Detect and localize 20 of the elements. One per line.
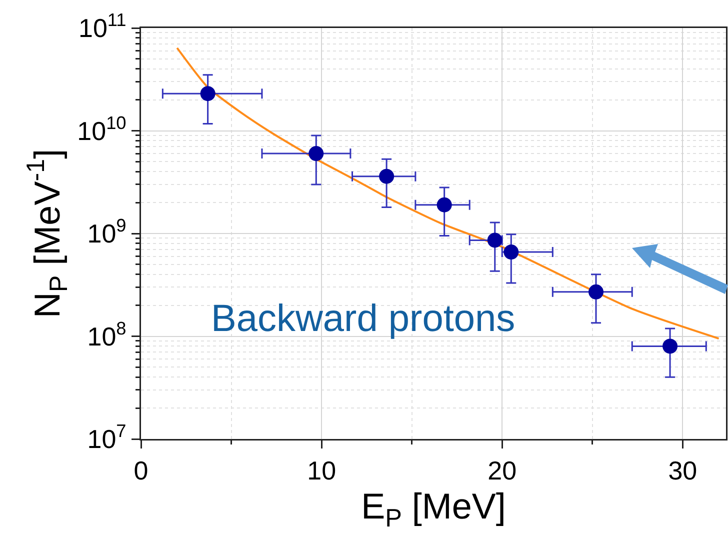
point xyxy=(436,197,452,212)
y-tick-label: 10$^{9}$ xyxy=(87,216,126,249)
y-tick-label: 10$^{11}$ xyxy=(78,10,126,44)
annotation: Backward protons xyxy=(211,298,516,340)
y-tick-label: 10$^{7}$ xyxy=(87,421,126,454)
point xyxy=(662,338,678,354)
point xyxy=(487,232,502,248)
point xyxy=(504,244,519,260)
x-tick-label: 20 xyxy=(488,456,517,486)
point xyxy=(379,168,394,184)
point xyxy=(200,86,216,102)
x-tick-label: 10 xyxy=(307,456,336,486)
y-tick-label: 10$^{8}$ xyxy=(87,318,126,352)
x-tick-label: 30 xyxy=(668,456,698,486)
y-tick-label: 10$^{10}$ xyxy=(77,112,126,146)
x-axis-title: E$_{P}$ [MeV] xyxy=(361,486,506,532)
line-series xyxy=(176,46,720,340)
point xyxy=(588,284,604,300)
x-tick-label: 0 xyxy=(134,456,148,486)
point xyxy=(308,146,324,162)
